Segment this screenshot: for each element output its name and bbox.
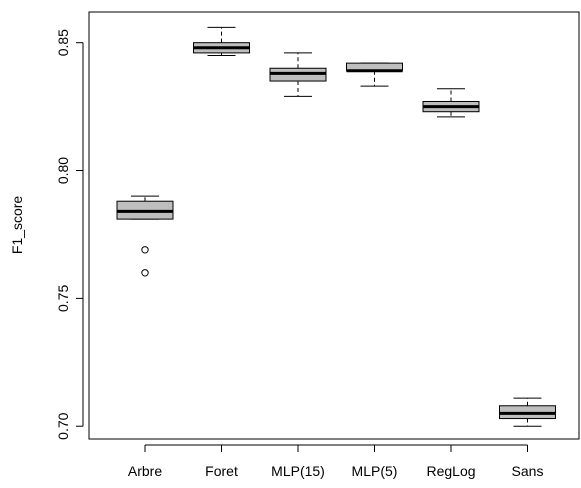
x-tick-label: MLP(5) <box>352 463 398 479</box>
box-arbre <box>116 195 174 277</box>
x-tick-label: Foret <box>205 463 238 479</box>
outlier-point <box>141 269 149 277</box>
box-mlp-15- <box>269 52 327 97</box>
y-axis: 0.70 0.75 0.80 0.85 <box>55 29 84 440</box>
x-tick-label: Arbre <box>128 463 162 479</box>
x-tick-label: Sans <box>512 463 544 479</box>
outlier-point <box>141 246 149 254</box>
box-reglog <box>422 88 480 118</box>
box-mlp-5- <box>346 62 403 87</box>
x-axis: Arbre Foret MLP(15) MLP(5) RegLog Sans <box>128 444 544 479</box>
y-tick-label: 0.70 <box>55 412 71 439</box>
y-tick-label: 0.75 <box>55 285 71 312</box>
boxes-group <box>116 26 556 427</box>
y-axis-label: F1_score <box>9 196 25 255</box>
x-tick-label: MLP(15) <box>271 463 325 479</box>
y-tick-label: 0.80 <box>55 157 71 184</box>
y-tick-label: 0.85 <box>55 29 71 56</box>
box-sans <box>499 397 556 427</box>
x-tick-label: RegLog <box>426 463 475 479</box>
box-foret <box>193 26 250 56</box>
plot-frame <box>88 11 580 440</box>
